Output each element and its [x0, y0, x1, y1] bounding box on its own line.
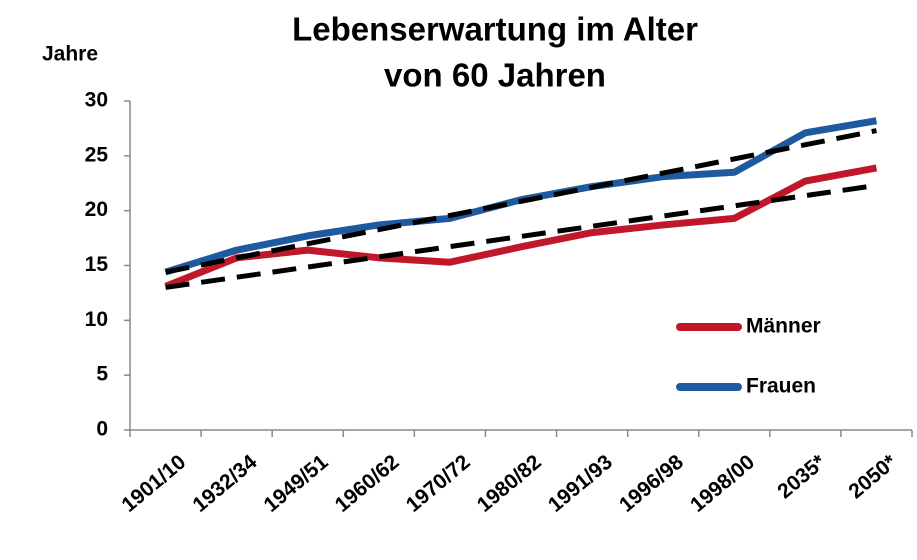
y-axis-label: Jahre — [42, 43, 98, 66]
chart-title: von 60 Jahren — [384, 57, 606, 94]
x-tick-label: 1901/10 — [117, 450, 190, 516]
series-line — [164, 164, 878, 290]
trend-line — [165, 182, 877, 290]
x-tick-label: 1996/98 — [615, 450, 688, 517]
x-tick-label: 2050* — [844, 450, 901, 503]
y-tick-label: 0 — [96, 418, 108, 441]
y-tick-label: 25 — [85, 143, 109, 166]
y-tick-label: 5 — [96, 363, 108, 386]
x-tick-label: 1960/62 — [331, 450, 404, 516]
trend-line — [165, 128, 877, 275]
y-tick-label: 10 — [85, 308, 108, 331]
x-tick-label: 1970/72 — [402, 450, 475, 516]
x-tick-label: 1980/82 — [473, 450, 546, 516]
y-tick-label: 20 — [85, 198, 108, 221]
y-tick-label: 15 — [85, 253, 109, 276]
x-tick-label: 1932/34 — [188, 450, 261, 517]
x-tick-label: 1998/00 — [686, 450, 759, 516]
legend-label: Männer — [746, 315, 821, 338]
chart-title: Lebenserwartung im Alter — [292, 11, 698, 48]
x-tick-label: 2035* — [773, 450, 830, 503]
y-tick-label: 30 — [85, 89, 108, 112]
x-tick-label: 1949/51 — [260, 450, 333, 517]
legend-label: Frauen — [746, 375, 816, 398]
x-tick-label: 1991/93 — [544, 450, 617, 516]
